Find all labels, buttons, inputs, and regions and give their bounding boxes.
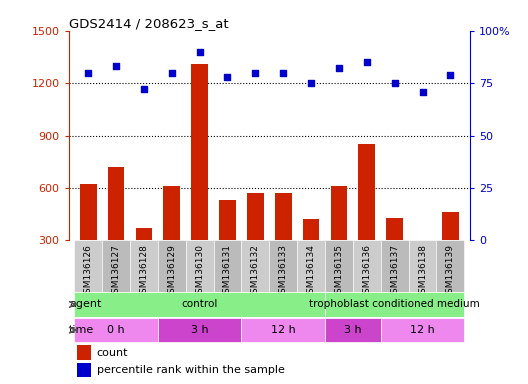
Bar	[77, 346, 91, 360]
Point	[279, 70, 287, 76]
Bar	[325, 292, 464, 317]
Text: GSM136138: GSM136138	[418, 245, 427, 300]
Bar	[136, 228, 152, 293]
Bar	[442, 212, 459, 293]
Bar	[77, 363, 91, 377]
Bar	[241, 240, 269, 291]
Point	[307, 80, 315, 86]
Point	[167, 70, 176, 76]
Text: GSM136133: GSM136133	[279, 245, 288, 300]
Bar	[102, 240, 130, 291]
Point	[446, 72, 455, 78]
Text: 3 h: 3 h	[191, 325, 209, 335]
Bar	[303, 219, 319, 293]
Point	[195, 49, 204, 55]
Text: GSM136127: GSM136127	[111, 245, 120, 300]
Point	[418, 88, 427, 94]
Point	[363, 59, 371, 65]
Text: 12 h: 12 h	[410, 325, 435, 335]
Point	[112, 63, 120, 70]
Text: GSM136137: GSM136137	[390, 245, 399, 300]
Text: time: time	[69, 325, 95, 335]
Text: GSM136128: GSM136128	[139, 245, 148, 300]
Text: GSM136129: GSM136129	[167, 245, 176, 300]
Text: GSM136126: GSM136126	[83, 245, 92, 300]
Point	[391, 80, 399, 86]
Bar	[163, 186, 180, 293]
Bar	[74, 318, 158, 343]
Bar	[74, 240, 102, 291]
Text: GSM136130: GSM136130	[195, 245, 204, 300]
Text: GSM136135: GSM136135	[334, 245, 343, 300]
Text: GSM136136: GSM136136	[362, 245, 371, 300]
Text: GSM136134: GSM136134	[307, 245, 316, 300]
Text: count: count	[97, 348, 128, 358]
Bar	[219, 200, 236, 293]
Bar	[409, 240, 437, 291]
Bar	[158, 318, 241, 343]
Text: control: control	[182, 300, 218, 310]
Bar	[414, 246, 431, 293]
Bar	[325, 318, 381, 343]
Text: GSM136132: GSM136132	[251, 245, 260, 300]
Text: 0 h: 0 h	[107, 325, 125, 335]
Bar	[325, 240, 353, 291]
Text: GDS2414 / 208623_s_at: GDS2414 / 208623_s_at	[69, 17, 228, 30]
Text: 12 h: 12 h	[271, 325, 296, 335]
Text: agent: agent	[69, 300, 101, 310]
Text: trophoblast conditioned medium: trophoblast conditioned medium	[309, 300, 480, 310]
Bar	[158, 240, 186, 291]
Bar	[80, 184, 97, 293]
Bar	[359, 144, 375, 293]
Point	[223, 74, 232, 80]
Bar	[108, 167, 125, 293]
Bar	[437, 240, 464, 291]
Bar	[297, 240, 325, 291]
Text: GSM136131: GSM136131	[223, 245, 232, 300]
Bar	[381, 318, 464, 343]
Point	[84, 70, 92, 76]
Bar	[331, 186, 347, 293]
Bar	[247, 193, 263, 293]
Point	[251, 70, 260, 76]
Bar	[74, 292, 325, 317]
Bar	[213, 240, 241, 291]
Text: percentile rank within the sample: percentile rank within the sample	[97, 365, 285, 375]
Bar	[381, 240, 409, 291]
Bar	[353, 240, 381, 291]
Point	[335, 65, 343, 71]
Text: GSM136139: GSM136139	[446, 245, 455, 300]
Bar	[186, 240, 213, 291]
Bar	[275, 193, 291, 293]
Point	[140, 86, 148, 93]
Text: 3 h: 3 h	[344, 325, 362, 335]
Bar	[191, 64, 208, 293]
Bar	[130, 240, 158, 291]
Bar	[386, 218, 403, 293]
Bar	[241, 318, 325, 343]
Bar	[269, 240, 297, 291]
